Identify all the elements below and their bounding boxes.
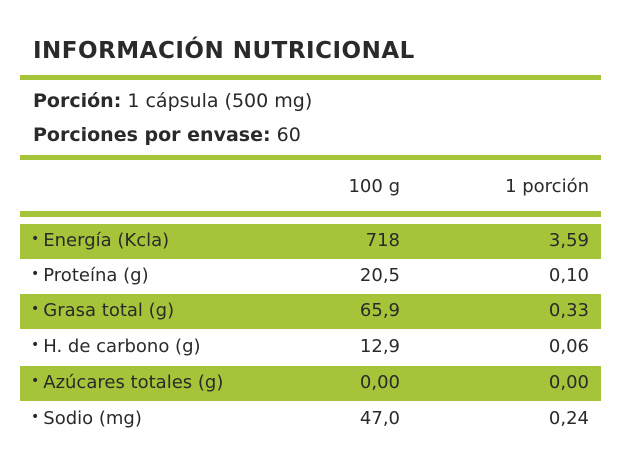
- table-row: • Proteína (g) 20,5 0,10: [20, 259, 601, 294]
- serving-size-label: Porción:: [33, 90, 122, 112]
- value-per-100g: 65,9: [359, 300, 400, 321]
- table-row: • H. de carbono (g) 12,9 0,06: [20, 330, 601, 365]
- nutrient-name: • Proteína (g): [31, 265, 149, 286]
- value-per-100g: 12,9: [359, 336, 400, 357]
- divider-table: [20, 211, 601, 217]
- nutrient-name: • Grasa total (g): [31, 300, 175, 321]
- bullet-icon: •: [31, 301, 40, 317]
- column-header-serving: 1 porción: [505, 176, 589, 197]
- bullet-icon: •: [31, 337, 40, 353]
- divider-top: [20, 75, 601, 80]
- value-per-serving: 0,10: [548, 265, 589, 286]
- bullet-icon: •: [31, 231, 40, 247]
- servings-per-container-label: Porciones por envase:: [33, 124, 271, 146]
- column-header-100g: 100 g: [348, 176, 400, 197]
- nutrition-panel: INFORMACIÓN NUTRICIONAL Porción: 1 cápsu…: [20, 0, 601, 474]
- nutrient-name: • Energía (Kcla): [31, 230, 170, 251]
- value-per-100g: 0,00: [359, 372, 400, 393]
- nutrient-name: • Azúcares totales (g): [31, 372, 224, 393]
- table-row: • Azúcares totales (g) 0,00 0,00: [20, 366, 601, 401]
- divider-middle: [20, 155, 601, 160]
- servings-per-container-value: 60: [276, 124, 301, 146]
- value-per-serving: 0,06: [548, 336, 589, 357]
- bullet-icon: •: [31, 409, 40, 425]
- value-per-100g: 718: [365, 230, 400, 251]
- nutrient-name: • H. de carbono (g): [31, 336, 201, 357]
- table-row: • Grasa total (g) 65,9 0,33: [20, 294, 601, 329]
- value-per-serving: 3,59: [548, 230, 589, 251]
- value-per-100g: 47,0: [359, 408, 400, 429]
- panel-title: INFORMACIÓN NUTRICIONAL: [33, 38, 415, 64]
- servings-per-container: Porciones por envase: 60: [33, 124, 301, 146]
- value-per-serving: 0,00: [548, 372, 589, 393]
- table-row: • Energía (Kcla) 718 3,59: [20, 224, 601, 259]
- nutrient-name: • Sodio (mg): [31, 408, 142, 429]
- value-per-serving: 0,24: [548, 408, 589, 429]
- value-per-100g: 20,5: [359, 265, 400, 286]
- serving-size: Porción: 1 cápsula (500 mg): [33, 90, 312, 112]
- bullet-icon: •: [31, 266, 40, 282]
- bullet-icon: •: [31, 373, 40, 389]
- value-per-serving: 0,33: [548, 300, 589, 321]
- serving-size-value: 1 cápsula (500 mg): [127, 90, 313, 112]
- table-row: • Sodio (mg) 47,0 0,24: [20, 402, 601, 437]
